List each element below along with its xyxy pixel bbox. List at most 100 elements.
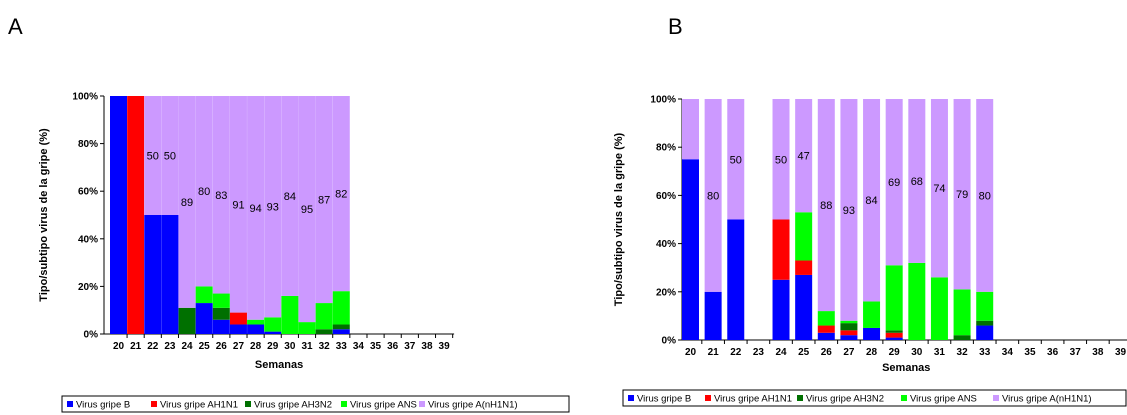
bar-segment	[727, 219, 745, 340]
bar-segment	[281, 295, 299, 334]
x-tick-label: 21	[708, 347, 720, 358]
legend-box	[622, 389, 1127, 407]
bar-segment	[772, 219, 790, 280]
bar-segment	[840, 320, 858, 324]
data-label: 80	[979, 190, 991, 202]
bar-segment	[930, 99, 948, 278]
y-tick-label: 60%	[78, 187, 98, 198]
bar-segment	[885, 265, 903, 331]
bar-segment	[908, 99, 926, 263]
x-tick-label: 22	[147, 341, 159, 352]
x-tick-label: 28	[866, 347, 878, 358]
bar-segment	[795, 99, 813, 213]
bar-segment	[161, 96, 179, 215]
bar-segment	[212, 293, 230, 308]
x-axis-title: Semanas	[255, 359, 303, 371]
bar-segment	[247, 96, 265, 320]
x-tick-label: 37	[404, 341, 416, 352]
data-label: 87	[318, 195, 330, 207]
data-label: 93	[267, 202, 279, 214]
bar-segment	[976, 325, 994, 340]
bar-segment	[247, 319, 265, 325]
panel-letter-b: B	[668, 14, 683, 39]
y-tick-label: 100%	[72, 92, 98, 103]
data-label: 83	[215, 190, 227, 202]
x-tick-label: 34	[1002, 347, 1014, 358]
x-axis-title: Semanas	[882, 362, 930, 374]
x-tick-label: 35	[370, 341, 382, 352]
data-label: 88	[820, 200, 832, 212]
bar-segment	[885, 337, 903, 340]
bar-segment	[247, 324, 265, 334]
bar-segment	[178, 307, 196, 334]
bar-segment	[840, 335, 858, 340]
data-label: 69	[888, 177, 900, 189]
legend-label: Virus gripe A(nH1N1)	[428, 400, 518, 411]
data-label: 68	[911, 176, 923, 188]
bar-segment	[953, 99, 971, 290]
x-tick-label: 34	[353, 341, 365, 352]
bar-segment	[953, 335, 971, 340]
bar-segment	[772, 279, 790, 340]
data-label: 80	[707, 190, 719, 202]
x-tick-label: 28	[250, 341, 262, 352]
bar-segment	[332, 96, 350, 292]
bar-segment	[840, 323, 858, 331]
bar-segment	[727, 99, 745, 220]
x-tick-label: 37	[1070, 347, 1082, 358]
data-label: 74	[933, 183, 945, 195]
x-tick-label: 25	[199, 341, 211, 352]
bar-segment	[144, 215, 162, 334]
bar-segment	[161, 215, 179, 334]
x-tick-label: 26	[216, 341, 228, 352]
x-tick-label: 29	[267, 341, 279, 352]
x-tick-label: 36	[1047, 347, 1059, 358]
x-tick-label: 20	[113, 341, 125, 352]
x-tick-label: 38	[1092, 347, 1104, 358]
data-label: 50	[164, 151, 176, 163]
x-tick-label: 23	[164, 341, 176, 352]
x-tick-label: 39	[1115, 347, 1127, 358]
x-tick-label: 31	[301, 341, 313, 352]
x-tick-label: 21	[130, 341, 142, 352]
panel-letter-a: A	[8, 14, 23, 39]
x-tick-label: 36	[387, 341, 399, 352]
y-tick-label: 80%	[656, 143, 676, 154]
x-tick-label: 31	[934, 347, 946, 358]
data-label: 82	[335, 189, 347, 201]
y-tick-label: 0%	[662, 336, 677, 347]
data-label: 47	[798, 151, 810, 163]
legend-label: Virus gripe AH3N2	[254, 400, 332, 411]
data-label: 79	[956, 189, 968, 201]
bar-segment	[795, 274, 813, 340]
bar-segment	[885, 332, 903, 338]
legend-label: Virus gripe A(nH1N1)	[1002, 394, 1092, 405]
x-tick-label: 20	[685, 347, 697, 358]
x-tick-label: 24	[181, 341, 193, 352]
y-tick-label: 60%	[656, 191, 676, 202]
bar-segment	[930, 277, 948, 340]
x-tick-label: 22	[730, 347, 742, 358]
bar-segment	[264, 96, 282, 318]
chart-b: 0% 20% 40% 60% 80% 100% 20 21 80 22 50 23 24 50 25 47 26…	[613, 95, 1127, 407]
y-axis-title: Tipo/subtipo virus de la gripe (%)	[38, 128, 50, 302]
bar-segment	[315, 96, 333, 304]
bar-segment	[110, 96, 127, 334]
bar-segment	[863, 301, 881, 328]
bar-segment	[840, 330, 858, 336]
legend-swatch	[705, 395, 711, 401]
legend-label: Virus gripe ANS	[350, 400, 417, 411]
legend-swatch	[67, 401, 73, 407]
bar-segment	[281, 96, 299, 296]
y-tick-label: 0%	[84, 330, 99, 341]
data-label: 95	[301, 204, 313, 216]
bar-segment	[908, 262, 926, 340]
bar-segment	[212, 307, 230, 320]
x-tick-label: 30	[284, 341, 296, 352]
bar-segment	[332, 291, 350, 325]
bar-segment	[212, 96, 230, 294]
bar-segment	[682, 99, 699, 160]
bar-segment	[332, 324, 350, 330]
data-label: 84	[865, 195, 877, 207]
